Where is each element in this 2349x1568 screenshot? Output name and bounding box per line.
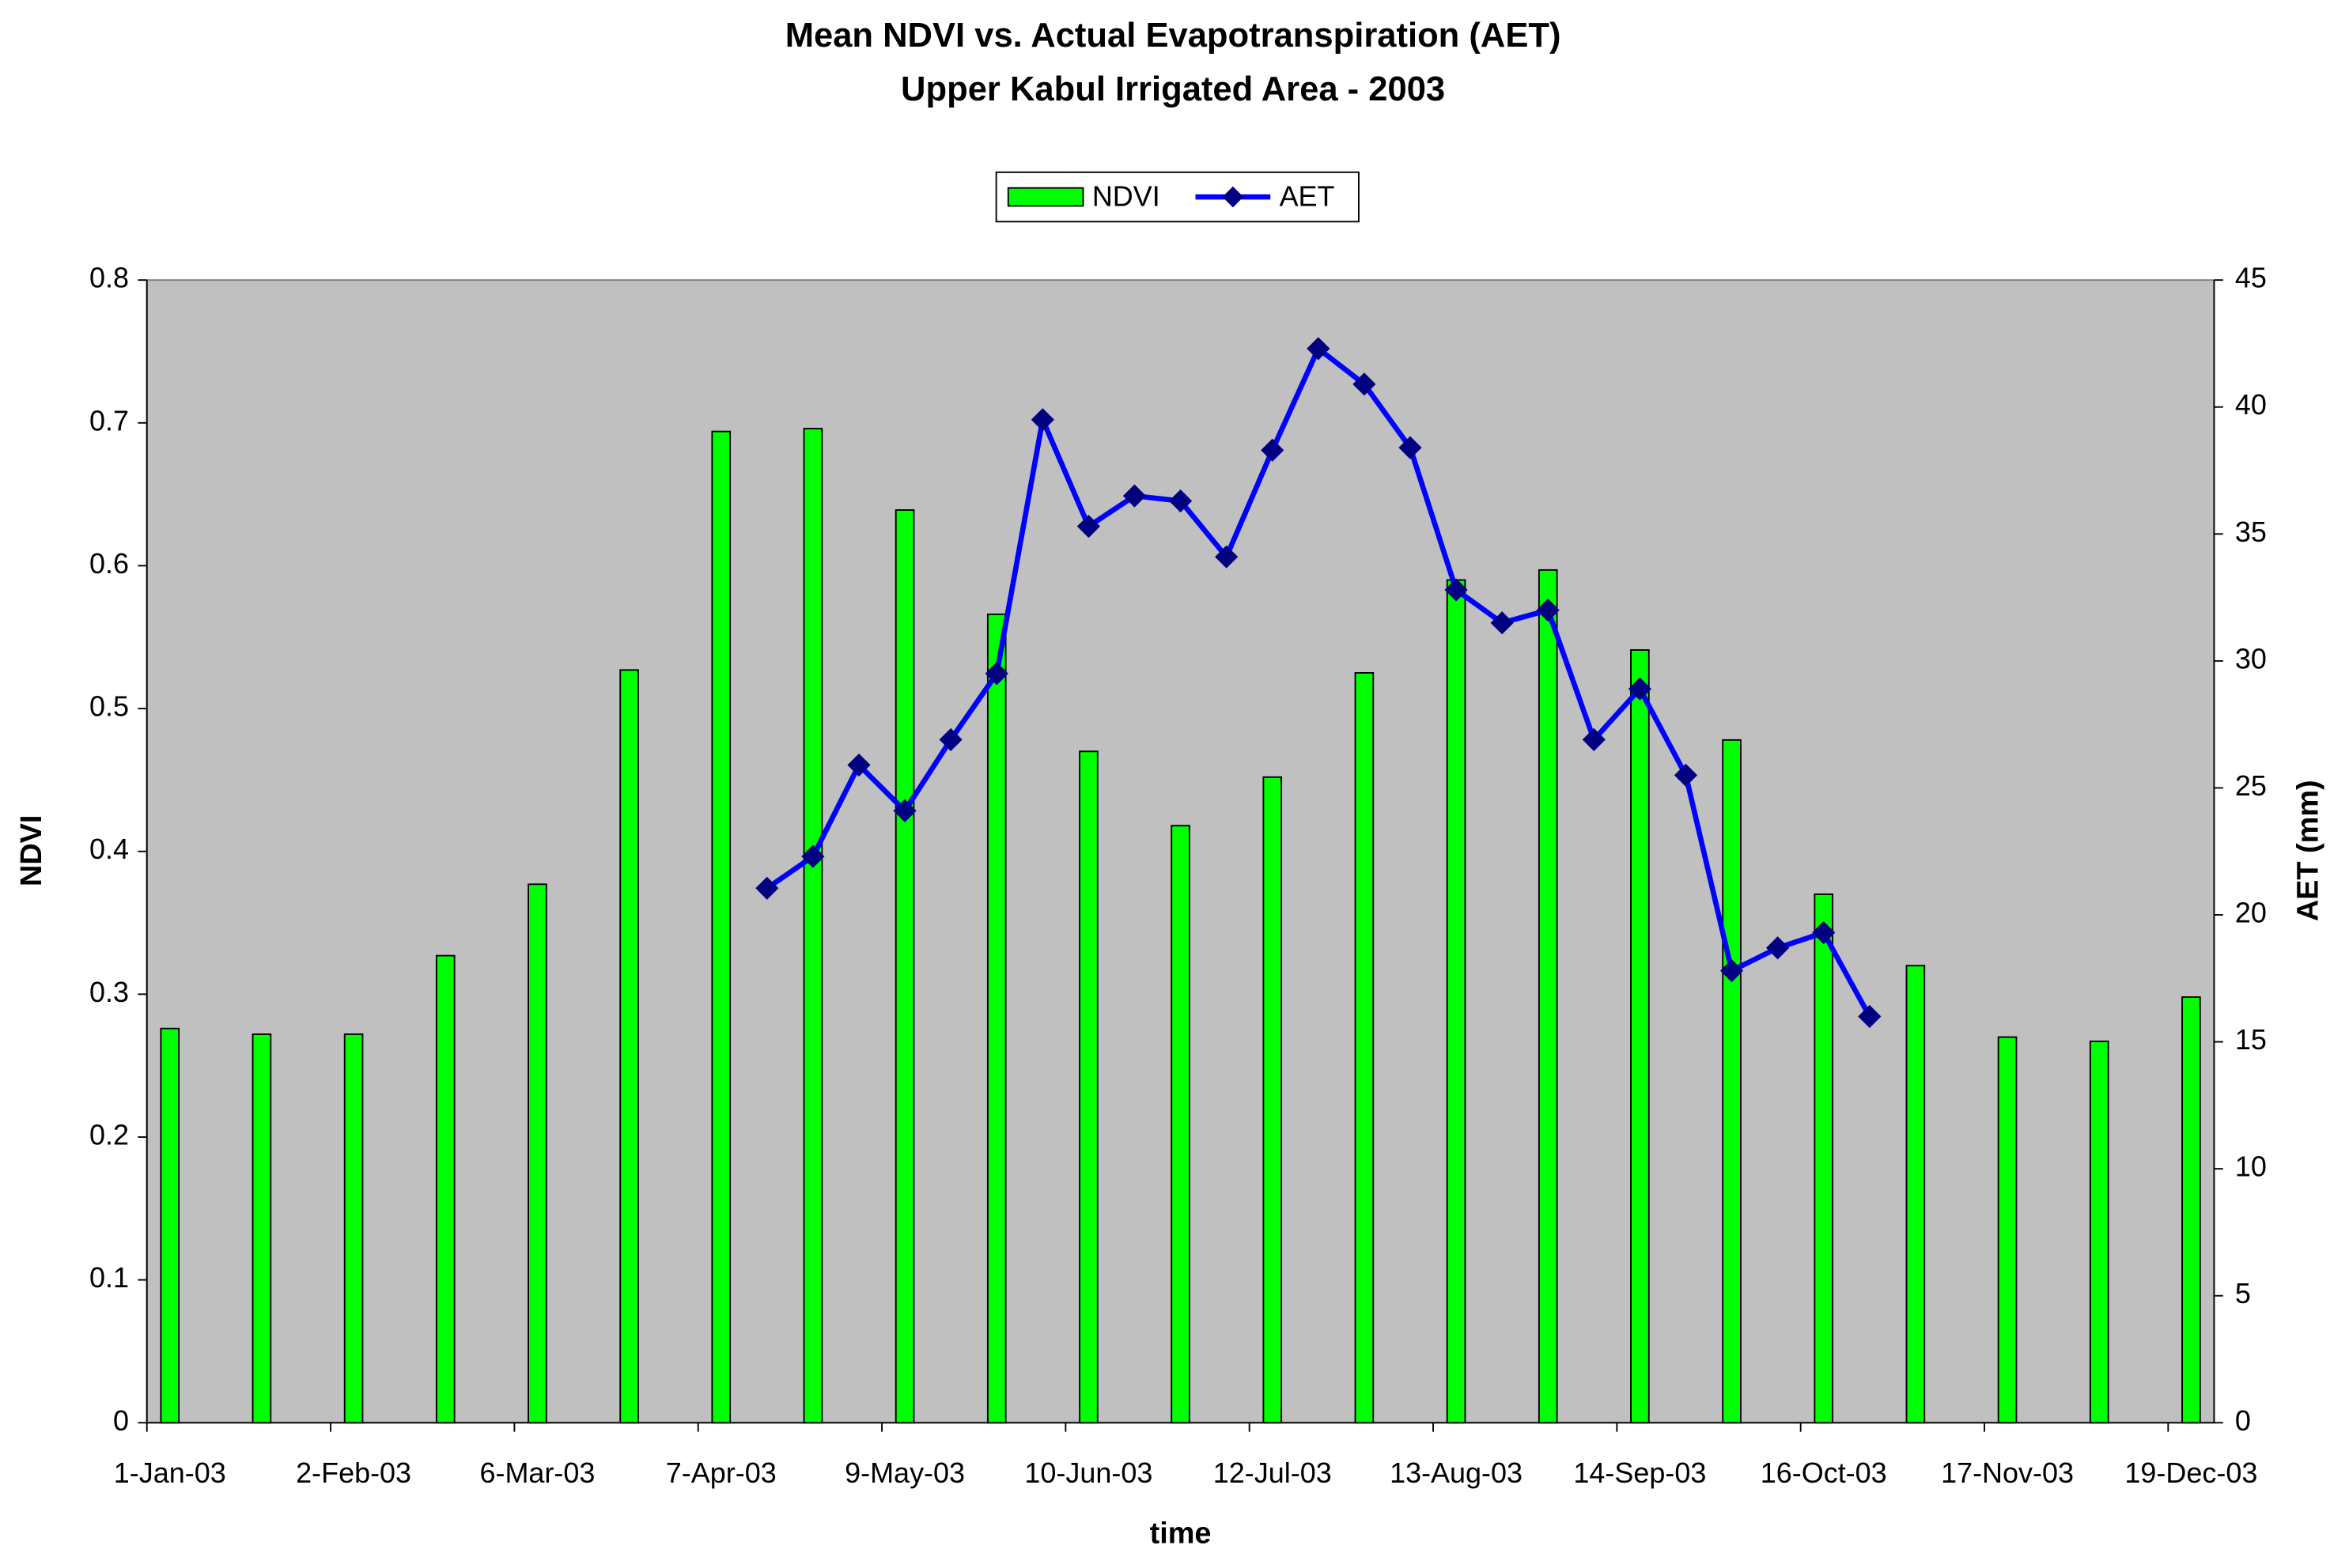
y2-tick-label: 15 xyxy=(2235,1023,2267,1056)
bar xyxy=(528,883,547,1424)
y2-tick-label: 45 xyxy=(2235,262,2267,294)
marker xyxy=(1490,611,1514,635)
marker xyxy=(1444,578,1468,602)
marker xyxy=(1766,936,1790,960)
marker xyxy=(1352,372,1376,396)
bar xyxy=(1171,825,1190,1424)
bar xyxy=(252,1033,272,1424)
bar xyxy=(343,1033,364,1424)
x-tick-label: 9-May-03 xyxy=(845,1457,965,1489)
bar xyxy=(1262,776,1283,1424)
legend-swatch xyxy=(1007,187,1084,207)
y-tick-label: 0.6 xyxy=(89,547,129,580)
y2-tick-label: 25 xyxy=(2235,769,2267,802)
y-axis-title: NDVI xyxy=(15,815,48,886)
y2-tick-label: 30 xyxy=(2235,642,2267,674)
marker xyxy=(801,844,825,868)
y-tick-label: 0.8 xyxy=(89,262,129,294)
bar xyxy=(711,430,732,1424)
bar xyxy=(1814,893,1834,1424)
bar xyxy=(1630,649,1650,1424)
marker xyxy=(1582,727,1606,752)
bar xyxy=(895,509,915,1424)
bar xyxy=(1538,569,1558,1424)
marker xyxy=(1031,408,1054,432)
legend-label: NDVI xyxy=(1092,179,1160,212)
marker xyxy=(1812,920,1836,945)
x-tick-label: 6-Mar-03 xyxy=(479,1457,595,1489)
y2-tick-label: 40 xyxy=(2235,388,2267,421)
bar xyxy=(2181,996,2201,1424)
y-tick-label: 0.4 xyxy=(89,833,129,865)
y-tick-label: 0.5 xyxy=(89,690,129,723)
marker xyxy=(1858,1004,1882,1029)
y-tick-label: 0.3 xyxy=(89,976,129,1008)
chart-subtitle: Upper Kabul Irrigated Area - 2003 xyxy=(901,70,1445,108)
bar xyxy=(1446,579,1466,1424)
marker xyxy=(1628,677,1652,701)
x-tick-label: 14-Sep-03 xyxy=(1573,1457,1706,1489)
marker xyxy=(1215,545,1239,569)
x-tick-label: 1-Jan-03 xyxy=(114,1457,226,1489)
y-tick-label: 0.7 xyxy=(89,404,129,436)
marker xyxy=(1398,436,1422,459)
bar xyxy=(1997,1036,2018,1424)
y2-tick-label: 20 xyxy=(2235,897,2267,929)
marker xyxy=(1307,337,1330,361)
marker xyxy=(1168,489,1193,513)
bar xyxy=(2089,1041,2109,1424)
marker xyxy=(939,727,963,752)
bar xyxy=(1079,750,1099,1424)
marker xyxy=(755,876,779,900)
marker xyxy=(893,799,917,822)
bar xyxy=(435,954,456,1424)
marker xyxy=(1076,515,1101,538)
y2-axis-title: AET (mm) xyxy=(2292,780,2325,921)
marker xyxy=(985,662,1008,686)
marker xyxy=(1536,599,1560,622)
y2-tick-label: 10 xyxy=(2235,1150,2267,1183)
marker xyxy=(1674,763,1698,787)
x-tick-label: 12-Jul-03 xyxy=(1213,1457,1332,1489)
legend-label: AET xyxy=(1280,179,1335,212)
x-tick-label: 10-Jun-03 xyxy=(1024,1457,1152,1489)
x-axis-title: time xyxy=(1150,1517,1212,1550)
marker xyxy=(1261,438,1284,462)
y2-tick-label: 0 xyxy=(2235,1404,2251,1437)
y-tick-label: 0 xyxy=(113,1404,129,1437)
bar xyxy=(1354,671,1375,1424)
x-tick-label: 19-Dec-03 xyxy=(2124,1457,2257,1489)
bar xyxy=(803,428,823,1424)
y2-tick-label: 35 xyxy=(2235,516,2267,548)
chart-title: Mean NDVI vs. Actual Evapotranspiration … xyxy=(785,17,1561,55)
bar xyxy=(986,613,1007,1424)
marker xyxy=(847,753,871,777)
y2-tick-label: 5 xyxy=(2235,1277,2251,1309)
x-tick-label: 7-Apr-03 xyxy=(666,1457,777,1489)
bar xyxy=(619,669,639,1424)
x-tick-label: 2-Feb-03 xyxy=(296,1457,411,1489)
x-tick-label: 13-Aug-03 xyxy=(1390,1457,1522,1489)
bar xyxy=(1722,739,1742,1424)
y-tick-label: 0.1 xyxy=(89,1261,129,1294)
marker xyxy=(1122,484,1147,508)
bar xyxy=(160,1027,180,1424)
x-tick-label: 16-Oct-03 xyxy=(1761,1457,1887,1489)
marker xyxy=(1719,959,1744,983)
y-tick-label: 0.2 xyxy=(89,1119,129,1151)
x-tick-label: 17-Nov-03 xyxy=(1941,1457,2074,1489)
bar xyxy=(1905,965,1926,1424)
